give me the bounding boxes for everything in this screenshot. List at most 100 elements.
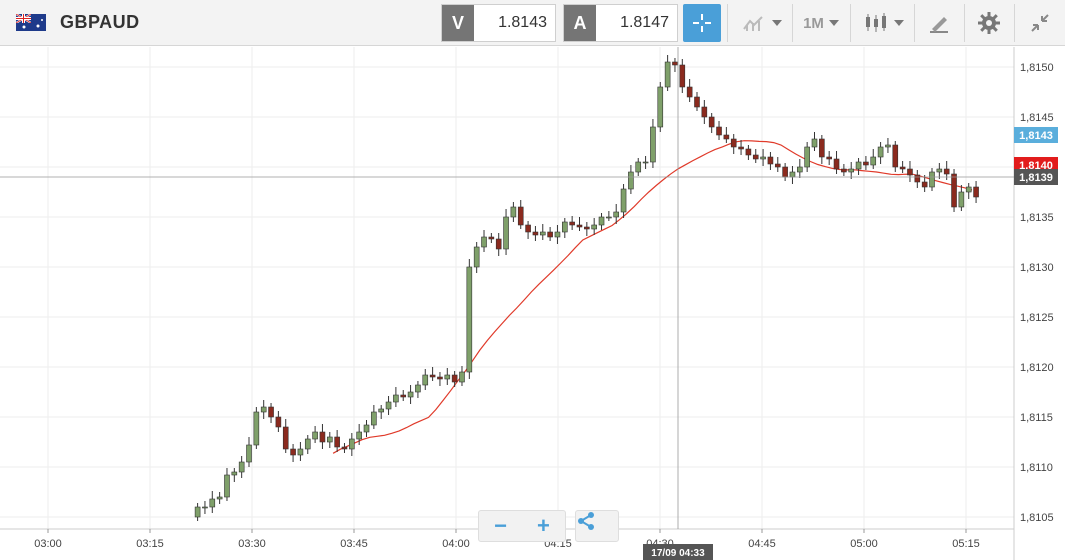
share-button[interactable] [575, 510, 619, 542]
chart-canvas[interactable]: 1,81501,81451,81401,81351,81301,81251,81… [0, 47, 1065, 560]
candle [958, 185, 965, 211]
candle-body [730, 138, 737, 148]
candle [349, 433, 355, 456]
candle [628, 165, 634, 194]
cursor-time-tag-bg [643, 544, 713, 560]
time-tick-label: 03:30 [238, 538, 266, 550]
candle [833, 151, 840, 174]
collapse-button[interactable] [1020, 4, 1060, 42]
candle [334, 430, 340, 452]
candle-body [657, 86, 664, 128]
candle-body [723, 134, 730, 140]
candle-body [473, 246, 480, 268]
candle-body [238, 461, 245, 473]
candle [951, 169, 957, 212]
candle [238, 456, 245, 478]
candle [525, 221, 531, 239]
candle [863, 156, 869, 170]
candle [459, 366, 465, 386]
candle [921, 175, 928, 192]
candle [752, 149, 759, 163]
candle-body [282, 426, 289, 450]
candle-body [760, 156, 766, 160]
candle-body [642, 161, 649, 164]
candle-body [672, 61, 678, 66]
settings-button[interactable] [970, 4, 1008, 42]
candle [290, 444, 296, 462]
candle-body [429, 374, 436, 378]
candle [569, 216, 575, 230]
candle-body [437, 376, 443, 380]
candle [811, 132, 818, 151]
candle [216, 492, 223, 504]
candle [466, 259, 473, 379]
candle-body [752, 154, 759, 160]
candle [708, 113, 715, 133]
candle [826, 151, 832, 165]
time-tick-label: 03:15 [136, 538, 164, 550]
candle [694, 92, 700, 111]
candle-body [606, 216, 612, 219]
price-chart[interactable]: 1,81501,81451,81401,81351,81301,81251,81… [0, 47, 1065, 560]
candle [437, 372, 443, 386]
candle [407, 385, 414, 404]
candle-body [532, 231, 539, 236]
candle [393, 387, 399, 407]
candle [517, 200, 524, 229]
candle [620, 184, 627, 218]
candle-body [495, 238, 502, 250]
candle-body [422, 374, 429, 386]
candle [304, 435, 311, 454]
toolbar: GBPAUD V 1.8143 A 1.8147 1M [0, 0, 1065, 46]
sell-price-button[interactable]: V 1.8143 [441, 4, 556, 42]
candle-body [297, 448, 304, 456]
candle-body [584, 226, 590, 230]
candle-body [929, 171, 935, 188]
candle [495, 233, 502, 256]
candle-body [400, 394, 407, 398]
time-tick-label: 04:00 [442, 538, 470, 550]
candle [899, 161, 906, 173]
candle-body [304, 438, 311, 450]
crosshair-button[interactable] [683, 4, 721, 42]
candle-body [561, 221, 568, 233]
candle [503, 209, 509, 255]
candle-body [863, 161, 869, 166]
candle-body [326, 436, 333, 443]
buy-label: A [564, 5, 596, 41]
zoom-out-button[interactable]: − [494, 513, 507, 538]
sell-label: V [442, 5, 474, 41]
candle-body [202, 506, 208, 509]
drawing-tool-button[interactable] [920, 4, 958, 42]
candle-body [444, 374, 451, 380]
time-tick-label: 05:00 [850, 538, 878, 550]
candle-style-button[interactable] [858, 4, 908, 42]
candle [231, 468, 238, 482]
timeframe-selector[interactable]: 1M [798, 4, 844, 42]
candle-body [921, 181, 928, 188]
buy-price-button[interactable]: A 1.8147 [563, 4, 678, 42]
candle-body [826, 156, 832, 160]
candle-body [525, 224, 531, 233]
candle [723, 127, 730, 143]
candle-body [334, 436, 340, 448]
candle [635, 158, 642, 176]
candle [539, 224, 546, 240]
zoom-in-button[interactable]: + [537, 513, 550, 538]
candle-body [246, 444, 252, 463]
candle [767, 152, 774, 170]
candle-body [951, 173, 957, 208]
cursor-price-tag: 1,8139 [1019, 172, 1053, 184]
candle [819, 135, 825, 164]
candle-body [774, 163, 781, 168]
candle-body [415, 384, 421, 393]
candle-body [268, 406, 274, 418]
candle-body [591, 224, 597, 230]
chart-type-button[interactable] [736, 4, 786, 42]
candle-body [319, 431, 326, 443]
candle [415, 381, 421, 398]
candle [268, 403, 274, 423]
candle-body [378, 408, 385, 413]
price-tick-label: 1,8125 [1020, 312, 1054, 324]
candle-body [539, 231, 546, 236]
